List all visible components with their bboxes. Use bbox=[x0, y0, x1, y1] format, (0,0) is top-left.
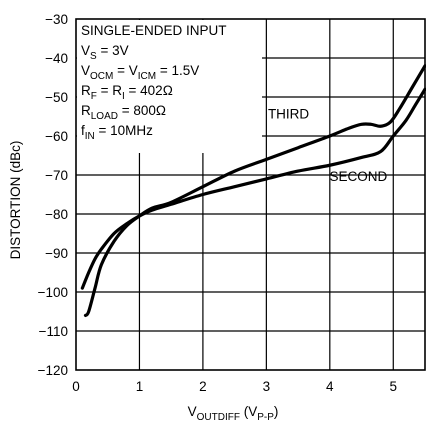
x-tick-label: 1 bbox=[136, 379, 144, 394]
series-labels: THIRD SECOND bbox=[268, 106, 388, 183]
x-tick-label: 3 bbox=[263, 379, 271, 394]
series-label-second: SECOND bbox=[329, 169, 387, 184]
conditions-mask bbox=[77, 20, 262, 153]
y-tick-label: −120 bbox=[38, 363, 68, 378]
y-tick-label: −30 bbox=[45, 12, 68, 27]
series-line-second bbox=[80, 87, 426, 290]
x-tick-labels: 0 1 2 3 4 5 bbox=[72, 379, 397, 394]
y-axis-label: DISTORTION (dBc) bbox=[8, 141, 23, 260]
y-tick-label: −90 bbox=[45, 246, 68, 261]
y-tick-label: −100 bbox=[38, 285, 68, 300]
x-tick-label: 0 bbox=[72, 379, 80, 394]
series-curves bbox=[80, 64, 426, 317]
condition-line: RLOAD = 800Ω bbox=[81, 103, 166, 122]
x-tick-label: 4 bbox=[326, 379, 334, 394]
condition-line: VOCM = VICM = 1.5V bbox=[81, 63, 199, 82]
condition-line: fIN = 10MHz bbox=[81, 123, 153, 142]
y-tick-label: −110 bbox=[39, 324, 68, 339]
y-tick-label: −40 bbox=[45, 51, 68, 66]
x-tick-label: 2 bbox=[199, 379, 207, 394]
y-tick-labels: −120 −110 −100 −90 −80 −70 −60 −50 −40 −30 bbox=[38, 12, 68, 378]
y-tick-label: −70 bbox=[45, 168, 68, 183]
plot-frame bbox=[75, 18, 426, 371]
series-line-third bbox=[83, 64, 426, 317]
conditions-background bbox=[77, 20, 262, 153]
y-tick-label: −80 bbox=[45, 207, 68, 222]
series-label-third: THIRD bbox=[268, 106, 309, 121]
y-tick-label: −50 bbox=[45, 90, 68, 105]
x-axis-label: VOUTDIFF (VP-P) bbox=[188, 404, 279, 423]
condition-line: RF = RI = 402Ω bbox=[81, 83, 173, 102]
x-tick-label: 5 bbox=[390, 379, 398, 394]
condition-line: SINGLE-ENDED INPUT bbox=[81, 23, 227, 38]
y-tick-label: −60 bbox=[45, 129, 68, 144]
condition-line: VS = 3V bbox=[81, 43, 129, 62]
